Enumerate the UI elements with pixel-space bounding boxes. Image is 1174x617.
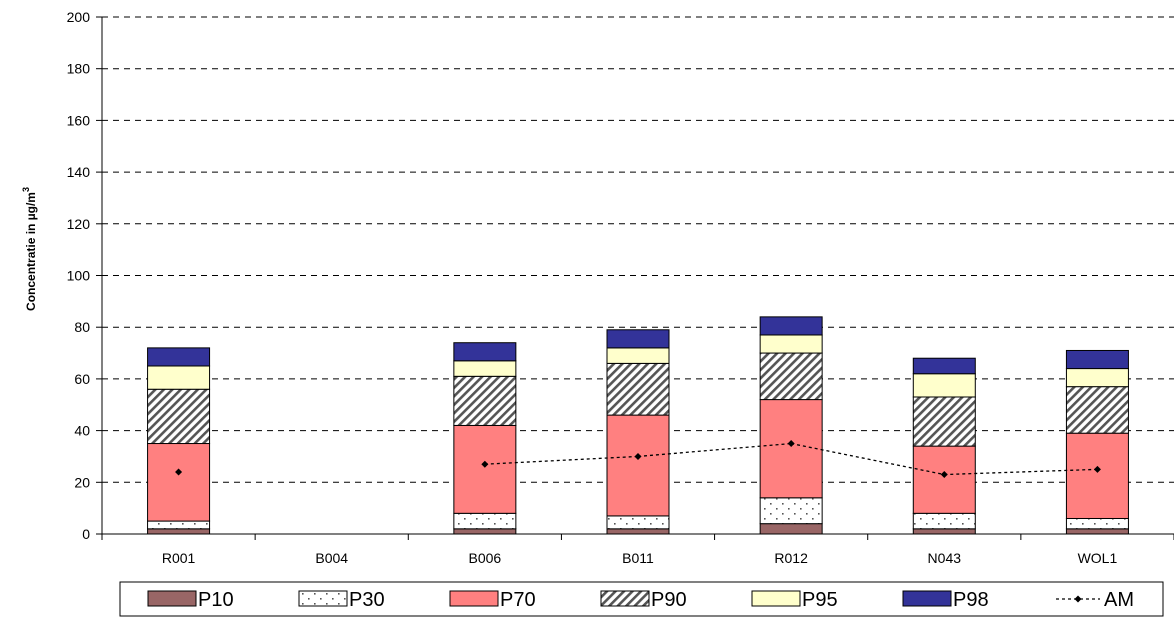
am-marker-r001 (175, 468, 183, 476)
bar-p30-n043 (912, 512, 976, 530)
bar-p90-n043 (912, 396, 976, 447)
bar-p10-r012 (759, 523, 823, 535)
bar-p30-wol1 (1065, 517, 1129, 530)
bar-p10-n043 (912, 528, 976, 535)
y-axis-title-superscript: 3 (21, 187, 31, 192)
bar-p70-r012 (759, 399, 823, 499)
bar-p30-b011 (606, 515, 670, 530)
gridlines (102, 16, 1174, 483)
axes (101, 17, 1174, 535)
bar-p90-b006 (453, 375, 517, 426)
y-axis-title-text: Concentratie in µg/m (24, 192, 38, 311)
bar-p95-b011 (606, 347, 670, 364)
x-axis-ticks: R001 B004 B006 B011 R012 N043 WOL1 (101, 534, 1174, 566)
bar-p10-wol1 (1065, 528, 1129, 535)
y-tick-label: 140 (67, 164, 91, 180)
y-tick-label: 40 (74, 423, 90, 439)
bar-p90-b011 (606, 362, 670, 416)
legend-swatch-p90 (600, 590, 650, 607)
legend-swatch-p95 (751, 590, 801, 607)
bar-p30-r001 (147, 520, 211, 530)
legend-label-p10: P10 (198, 589, 234, 611)
x-tick-label-wol1: WOL1 (1078, 550, 1118, 566)
legend-label-p90: P90 (651, 589, 687, 611)
bar-p98-r012 (759, 316, 823, 336)
bar-p10-b006 (453, 528, 517, 535)
bar-p95-wol1 (1065, 368, 1129, 388)
am-line-segment (637, 442, 792, 458)
bar-p95-b006 (453, 360, 517, 377)
bar-p98-b006 (453, 342, 517, 362)
x-tick-label-b004: B004 (315, 550, 348, 566)
x-tick-label-n043: N043 (928, 550, 962, 566)
am-marker-wol1 (1093, 465, 1101, 473)
bar-p98-n043 (912, 357, 976, 375)
legend-swatch-p10 (147, 590, 197, 607)
am-marker-r012 (787, 440, 795, 448)
bar-p90-r001 (147, 388, 211, 445)
y-tick-label: 120 (67, 216, 91, 232)
bar-p10-b011 (606, 528, 670, 535)
am-line-segment (791, 442, 945, 476)
svg-text:Concentratie in µg/m3: Concentratie in µg/m3 (21, 187, 38, 311)
am-line-segment (944, 468, 1098, 476)
y-tick-label: 20 (74, 474, 90, 490)
legend-label-p95: P95 (802, 589, 838, 611)
bar-p98-r001 (147, 347, 211, 367)
bar-p95-r012 (759, 334, 823, 354)
bar-p10-r001 (147, 528, 211, 535)
bar-p95-n043 (912, 373, 976, 398)
legend-swatch-p98 (902, 590, 952, 607)
legend: P10 P30 P70 P90 P95 P98 AM (119, 581, 1164, 617)
bar-p98-wol1 (1065, 349, 1129, 370)
bar-p70-n043 (912, 445, 976, 514)
y-tick-label: 200 (67, 9, 91, 25)
legend-label-p98: P98 (953, 589, 989, 611)
legend-label-am: AM (1104, 589, 1134, 611)
am-marker-n043 (940, 471, 948, 479)
y-axis-title: Concentratie in µg/m3 (21, 187, 38, 311)
y-axis-ticks: 0 20 40 60 80 100 120 140 160 180 200 (67, 9, 102, 542)
am-marker-b011 (634, 452, 642, 460)
bars (147, 316, 1129, 535)
bar-p70-wol1 (1065, 432, 1129, 519)
y-tick-label: 160 (67, 112, 91, 128)
bar-p95-r001 (147, 365, 211, 390)
x-tick-label-r012: R012 (774, 550, 808, 566)
x-tick-label-r001: R001 (162, 550, 196, 566)
am-line (175, 440, 1101, 479)
bar-p70-b011 (606, 414, 670, 517)
y-tick-label: 80 (74, 319, 90, 335)
bar-p30-r012 (759, 497, 823, 525)
legend-swatch-am-marker (1074, 595, 1082, 603)
x-tick-label-b011: B011 (622, 550, 654, 566)
bar-p98-b011 (606, 329, 670, 349)
legend-label-p70: P70 (500, 589, 536, 611)
bar-p30-b006 (453, 512, 517, 530)
am-line-segment (484, 455, 639, 465)
legend-swatch-p30 (298, 590, 348, 607)
y-tick-label: 60 (74, 371, 90, 387)
bar-p90-r012 (759, 352, 823, 401)
bar-p70-b006 (453, 424, 517, 514)
y-tick-label: 100 (67, 268, 91, 284)
am-marker-b006 (481, 460, 489, 468)
y-tick-label: 0 (82, 526, 90, 542)
y-tick-label: 180 (67, 61, 91, 77)
legend-label-p30: P30 (349, 589, 385, 611)
bar-p90-wol1 (1065, 386, 1129, 434)
bar-p70-r001 (147, 443, 211, 522)
x-tick-label-b006: B006 (469, 550, 502, 566)
legend-swatch-p70 (449, 590, 499, 607)
